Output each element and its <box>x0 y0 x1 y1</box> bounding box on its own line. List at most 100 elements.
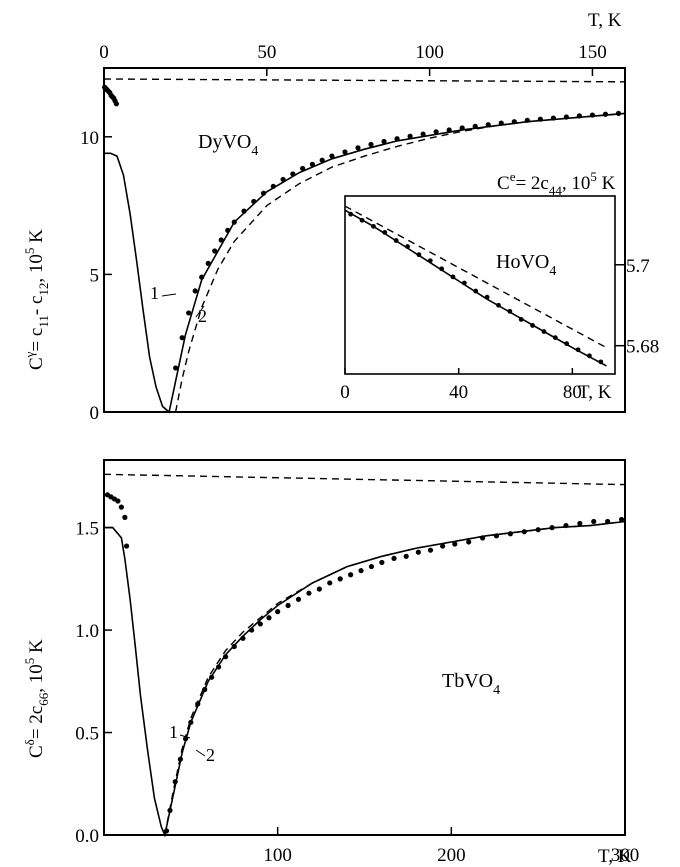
bottom-ylabel-sup: δ <box>22 739 37 745</box>
inset-data-point <box>405 244 410 249</box>
bottom-material-sub: 4 <box>493 683 500 698</box>
top-data-point <box>472 123 478 129</box>
plot-frame-bottom <box>103 459 626 836</box>
inset-data-point <box>541 329 547 334</box>
inset-data-point <box>382 230 388 235</box>
bottom-data-point <box>172 779 178 785</box>
top-material-sub: 4 <box>251 144 258 159</box>
bottom-ytick-label: 0.5 <box>75 724 99 745</box>
top-material-label: DyVO4 <box>198 131 258 159</box>
bottom-data-point <box>358 568 364 574</box>
bottom-data-point <box>368 563 375 570</box>
inset-ytick-label: 5.7 <box>626 256 650 277</box>
inset-ylabel-main: C <box>497 173 510 194</box>
bottom-data-point <box>337 576 343 582</box>
inset-data-point <box>450 274 456 280</box>
top-ytick-label: 5 <box>90 265 100 286</box>
inset-data-point <box>427 258 433 264</box>
inset-data-point <box>530 323 535 328</box>
inset-xtick-label: 80 <box>563 382 582 403</box>
top-data-point <box>186 310 192 316</box>
top-data-point <box>394 136 400 142</box>
top-data-point <box>225 227 231 233</box>
bottom-data-point <box>123 543 130 549</box>
top-data-point <box>537 116 543 122</box>
top-data-point <box>485 122 491 128</box>
top-data-point <box>280 176 286 183</box>
bottom-data-point <box>466 539 472 545</box>
inset-data-point <box>507 308 513 314</box>
bottom-curve-label-1-leader <box>179 734 191 739</box>
bottom-curve-label-2: 2 <box>206 745 215 765</box>
inset-data-point <box>564 341 570 347</box>
bottom-data-point <box>391 555 397 561</box>
inset-material-sub: 4 <box>549 264 556 279</box>
inset-y-axis-label: Ce= 2c44, 105 K <box>497 169 616 198</box>
top-data-point <box>498 120 504 126</box>
top-data-point <box>231 219 237 225</box>
top-curve-label-1-leader <box>161 293 177 297</box>
top-curve-label-1: 1 <box>150 283 159 303</box>
inset-dashed-curve <box>344 205 607 349</box>
bottom-data-point <box>167 807 173 814</box>
panel-hovo4-inset: 0 40 80 5.68 5.7 T, K HoVO4 Ce= 2c44, 105 K <box>340 169 659 403</box>
top-xtick-label: 100 <box>415 42 444 63</box>
inset-data-point <box>439 266 445 272</box>
top-xtick-label: 0 <box>99 42 109 63</box>
bottom-ytick-label: 1.5 <box>75 519 99 540</box>
inset-data-point <box>575 347 581 353</box>
inset-data-point <box>598 359 604 365</box>
inset-data-point <box>484 294 490 300</box>
top-data-point <box>342 149 348 155</box>
top-ylabel-s1: 11 <box>36 315 51 328</box>
bottom-material-label: TbVO4 <box>442 670 500 698</box>
bottom-x-axis-label: T, K <box>598 846 632 867</box>
top-data-point <box>113 101 119 107</box>
bottom-data-point <box>507 531 513 537</box>
top-ylabel-sup: γ <box>22 351 37 358</box>
bottom-curve-label-2-leader <box>195 749 206 757</box>
inset-x-axis-label: T, K <box>578 382 612 403</box>
panel-tbvo4: 100 200 300 0.0 0.5 1.0 1.5 T, K TbVO4 1 2 Cδ=… <box>22 459 639 867</box>
top-y-axis-label: Cγ= c11- c12, 105 K <box>22 229 51 370</box>
bottom-data-point <box>209 674 215 680</box>
top-curve-label-2-leader <box>195 305 205 318</box>
top-data-point <box>381 138 387 145</box>
bottom-data-point <box>249 627 255 633</box>
inset-data-point <box>518 316 524 322</box>
inset-ylabel-mid: = 2c <box>515 173 548 194</box>
top-ylabel-s2: 12 <box>36 283 51 296</box>
inset-solid-curve <box>344 209 607 367</box>
inset-data-point <box>496 302 501 308</box>
top-data-point <box>329 153 335 159</box>
bottom-ylabel-unit: , 10 <box>26 664 47 693</box>
bottom-data-point <box>618 516 625 523</box>
bottom-data-point <box>188 719 194 725</box>
bottom-data-point <box>306 590 312 596</box>
bottom-ylabel-main: C <box>26 745 47 758</box>
inset-xtick-label: 40 <box>449 382 468 403</box>
axis-ticks-bottom: 100 200 300 0.0 0.5 1.0 1.5 <box>75 519 639 866</box>
top-data-point <box>319 157 325 163</box>
bottom-data-point <box>379 559 385 566</box>
bottom-data-point <box>521 529 527 535</box>
top-ylabel-dash: - c <box>26 296 47 316</box>
inset-data-point <box>371 223 376 229</box>
bottom-xtick-label: 100 <box>263 845 292 866</box>
top-data-point <box>355 145 361 151</box>
top-data-point <box>524 117 530 123</box>
bottom-data-point <box>327 580 333 586</box>
top-x-axis-label: T, K <box>588 10 622 31</box>
bottom-data-point <box>348 572 354 578</box>
top-data-point <box>199 274 205 280</box>
bottom-y-axis-label: Cδ= 2c66, 105 K <box>22 639 51 758</box>
inset-data-point <box>416 252 422 258</box>
top-data-point <box>260 190 267 196</box>
bottom-data-point <box>427 547 434 553</box>
bottom-data-point <box>549 525 555 531</box>
bottom-data-point <box>440 543 446 549</box>
plot-frame-top <box>103 67 626 413</box>
inset-data-point <box>461 280 467 286</box>
